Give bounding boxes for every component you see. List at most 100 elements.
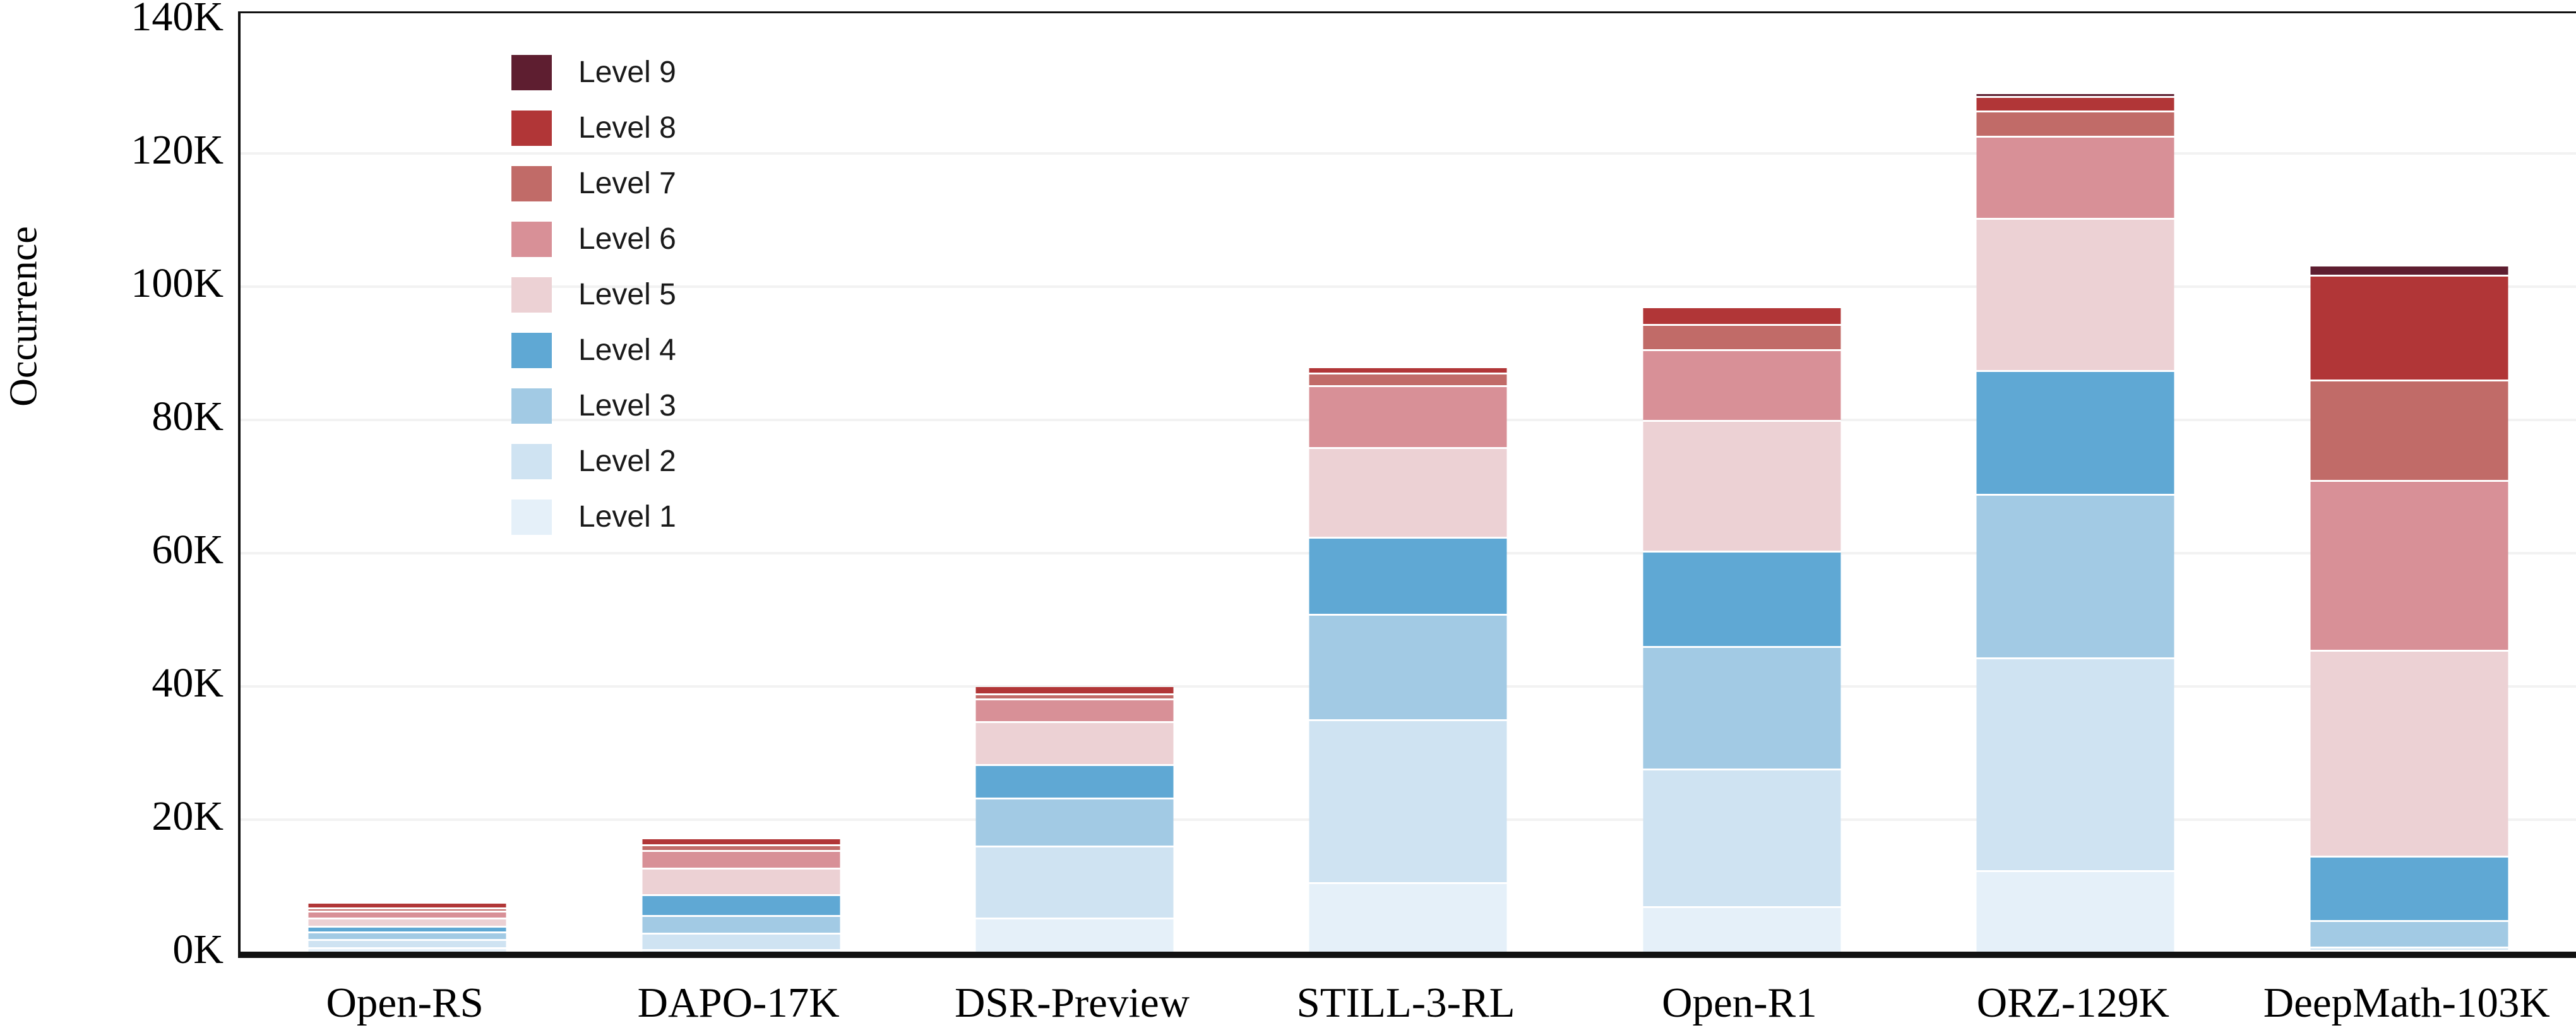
y-tick-label: 120K: [131, 127, 224, 173]
legend-label: Level 6: [578, 222, 676, 256]
bar-segment-DeepMath-103K-level-1: [2310, 950, 2508, 952]
bar-segment-DeepMath-103K-level-2: [2310, 946, 2508, 950]
bar-segment-Open-R1-level-8: [1643, 308, 1841, 325]
bar-segment-STILL-3-RL-level-6: [1309, 385, 1507, 448]
bar-segment-STILL-3-RL-level-3: [1309, 614, 1507, 719]
legend-label: Level 3: [578, 389, 676, 422]
bar-segment-Open-RS-level-1: [308, 947, 506, 952]
x-tick-label-DeepMath-103K: DeepMath-103K: [2263, 979, 2550, 1026]
bar-segment-DeepMath-103K-level-8: [2310, 275, 2508, 380]
bar-segment-Open-RS-level-4: [308, 925, 506, 932]
legend-item-level-9: Level 9: [511, 55, 676, 90]
bar-segment-Open-R1-level-4: [1643, 550, 1841, 646]
legend-swatch-level-6: [511, 222, 552, 257]
legend-item-level-2: Level 2: [511, 444, 676, 479]
y-tick-label: 80K: [152, 393, 224, 440]
x-tick-label-DAPO-17K: DAPO-17K: [637, 979, 840, 1026]
legend: Level 9 Level 8 Level 7 Level 6 Level 5 Level…: [511, 55, 676, 555]
bar-segment-ORZ-129K-level-4: [1976, 370, 2174, 494]
bar-segment-STILL-3-RL-level-2: [1309, 719, 1507, 883]
y-tick-label: 40K: [152, 660, 224, 706]
legend-swatch-level-3: [511, 388, 552, 424]
legend-swatch-level-5: [511, 277, 552, 313]
bar-segment-DAPO-17K-level-5: [642, 868, 840, 895]
bar-segment-Open-R1-level-2: [1643, 768, 1841, 907]
y-tick-label: 140K: [131, 0, 224, 40]
bar-segment-Open-RS-level-8: [308, 904, 506, 908]
bar-segment-Open-R1-level-3: [1643, 645, 1841, 769]
legend-item-level-5: Level 5: [511, 277, 676, 313]
y-tick-label: 60K: [152, 527, 224, 573]
gridline-100K: [241, 285, 2576, 288]
bar-segment-Open-RS-level-3: [308, 931, 506, 939]
gridline-120K: [241, 152, 2576, 155]
bar-segment-ORZ-129K-level-8: [1976, 96, 2174, 111]
y-tick-label: 20K: [152, 793, 224, 839]
bar-segment-Open-RS-level-7: [308, 907, 506, 911]
legend-swatch-level-4: [511, 333, 552, 368]
bar-segment-ORZ-129K-level-3: [1976, 494, 2174, 657]
legend-swatch-level-2: [511, 444, 552, 479]
bar-segment-Open-RS-level-2: [308, 938, 506, 947]
bar-segment-DeepMath-103K-level-5: [2310, 650, 2508, 856]
bar-segment-Open-R1-level-1: [1643, 906, 1841, 952]
bar-segment-Open-RS-level-5: [308, 918, 506, 926]
bar-segment-DSR-Preview-level-6: [975, 698, 1174, 721]
bar-slot-DAPO-17K: [574, 13, 907, 952]
bar-slot-Open-RS: [241, 13, 574, 952]
bar-segment-DSR-Preview-level-1: [975, 918, 1174, 952]
bar-slot-STILL-3-RL: [1241, 13, 1575, 952]
bar-segment-STILL-3-RL-level-5: [1309, 447, 1507, 537]
legend-swatch-level-9: [511, 55, 552, 90]
x-tick-label-Open-RS: Open-RS: [326, 979, 484, 1026]
legend-label: Level 5: [578, 278, 676, 311]
bar-segment-DSR-Preview-level-5: [975, 721, 1174, 764]
bar-segment-DSR-Preview-level-2: [975, 846, 1174, 918]
bar-segment-STILL-3-RL-level-8: [1309, 368, 1507, 373]
bar-segment-Open-RS-level-6: [308, 910, 506, 918]
stacked-bar-DSR-Preview: [975, 687, 1174, 952]
bar-segment-Open-R1-level-6: [1643, 349, 1841, 421]
bar-segment-Open-R1-level-5: [1643, 420, 1841, 551]
bar-segment-Open-R1-level-7: [1643, 324, 1841, 350]
x-tick-label-DSR-Preview: DSR-Preview: [954, 979, 1190, 1026]
legend-swatch-level-1: [511, 500, 552, 535]
legend-item-level-6: Level 6: [511, 222, 676, 257]
legend-swatch-level-8: [511, 111, 552, 146]
bar-segment-STILL-3-RL-level-4: [1309, 536, 1507, 614]
bar-segment-DAPO-17K-level-6: [642, 849, 840, 868]
bar-segment-DSR-Preview-level-7: [975, 693, 1174, 699]
bar-segment-ORZ-129K-level-6: [1976, 135, 2174, 218]
bar-segment-DAPO-17K-level-1: [642, 948, 840, 952]
bar-segment-DSR-Preview-level-4: [975, 763, 1174, 798]
y-tick-label: 0K: [172, 926, 224, 972]
legend-label: Level 2: [578, 445, 676, 478]
legend-item-level-3: Level 3: [511, 388, 676, 424]
y-tick-label: 100K: [131, 260, 224, 306]
bar-slot-ORZ-129K: [1909, 13, 2242, 952]
stacked-bar-Open-RS: [308, 904, 506, 952]
bar-segment-DSR-Preview-level-3: [975, 798, 1174, 846]
stacked-bar-Open-R1: [1643, 308, 1841, 952]
bar-segment-ORZ-129K-level-5: [1976, 218, 2174, 371]
legend-label: Level 9: [578, 56, 676, 89]
x-tick-label-STILL-3-RL: STILL-3-RL: [1296, 979, 1515, 1026]
bar-segment-ORZ-129K-level-2: [1976, 657, 2174, 871]
bar-segment-DAPO-17K-level-7: [642, 844, 840, 850]
legend-label: Level 1: [578, 500, 676, 534]
legend-item-level-1: Level 1: [511, 500, 676, 535]
bar-segment-DAPO-17K-level-2: [642, 933, 840, 949]
legend-label: Level 8: [578, 111, 676, 145]
bar-segment-DAPO-17K-level-8: [642, 839, 840, 845]
bar-segment-DeepMath-103K-level-4: [2310, 856, 2508, 920]
legend-item-level-7: Level 7: [511, 166, 676, 201]
legend-label: Level 7: [578, 167, 676, 200]
plot-area: Level 9 Level 8 Level 7 Level 6 Level 5 Level…: [238, 11, 2576, 958]
bar-segment-DeepMath-103K-level-9: [2310, 266, 2508, 275]
legend-swatch-level-7: [511, 166, 552, 201]
bar-segment-STILL-3-RL-level-1: [1309, 882, 1507, 952]
bar-segment-DeepMath-103K-level-7: [2310, 379, 2508, 481]
legend-item-level-4: Level 4: [511, 333, 676, 368]
bar-segment-DAPO-17K-level-4: [642, 894, 840, 915]
